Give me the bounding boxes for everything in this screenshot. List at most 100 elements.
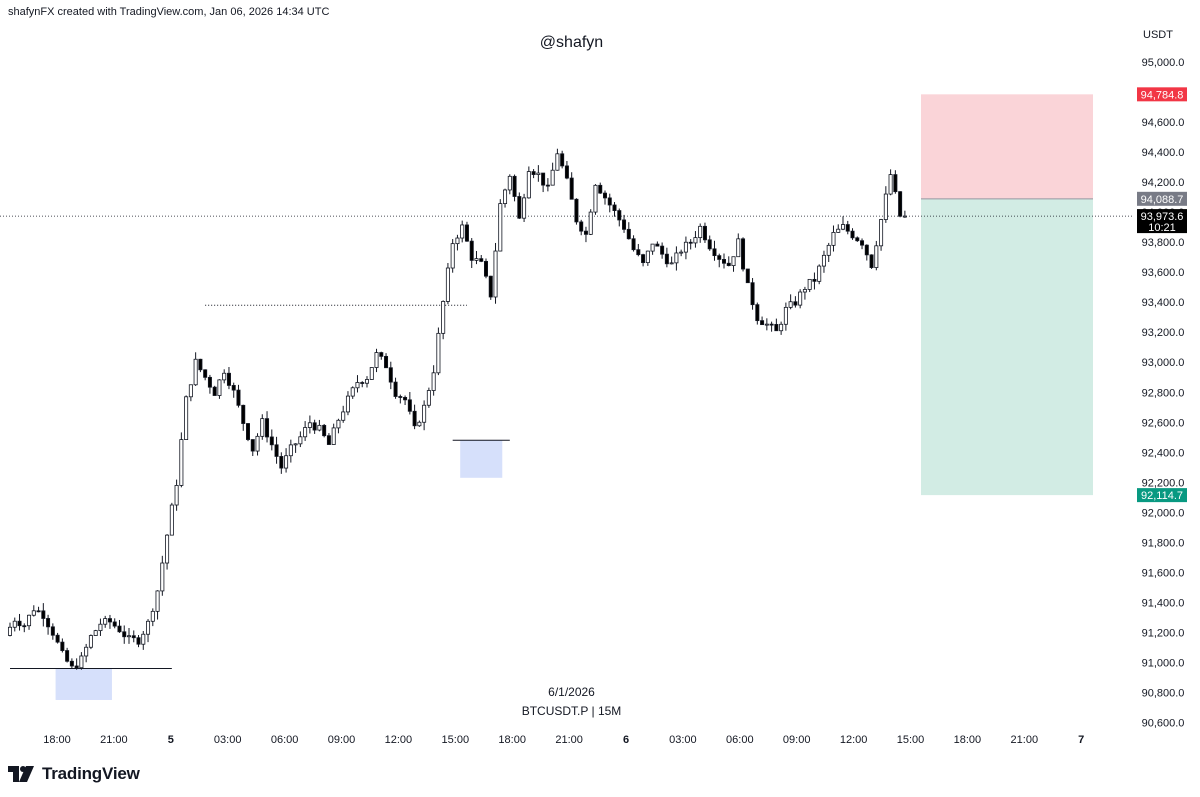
candle[interactable] bbox=[826, 242, 831, 263]
candle[interactable] bbox=[403, 395, 408, 406]
candle[interactable] bbox=[250, 439, 255, 457]
candle[interactable] bbox=[445, 262, 450, 305]
candle[interactable] bbox=[322, 423, 327, 438]
candle[interactable] bbox=[369, 367, 374, 380]
candle[interactable] bbox=[726, 256, 731, 267]
candle[interactable] bbox=[845, 220, 850, 235]
candle[interactable] bbox=[384, 353, 389, 369]
take-profit-zone[interactable] bbox=[921, 198, 1093, 496]
candle[interactable] bbox=[274, 436, 279, 464]
candle[interactable] bbox=[436, 327, 441, 376]
candle[interactable] bbox=[574, 198, 579, 225]
candle[interactable] bbox=[198, 358, 203, 373]
candle[interactable] bbox=[31, 605, 36, 617]
candle[interactable] bbox=[498, 199, 503, 252]
candle[interactable] bbox=[169, 502, 174, 536]
candle[interactable] bbox=[298, 431, 303, 448]
candle[interactable] bbox=[179, 432, 184, 488]
candle[interactable] bbox=[788, 294, 793, 310]
candle[interactable] bbox=[507, 174, 512, 195]
candle[interactable] bbox=[855, 236, 860, 242]
candle[interactable] bbox=[127, 628, 132, 644]
candle[interactable] bbox=[564, 161, 569, 180]
candle[interactable] bbox=[874, 240, 879, 271]
entry-price-badge[interactable]: 94,088.7 bbox=[1137, 191, 1187, 206]
candle[interactable] bbox=[812, 272, 817, 290]
candle[interactable] bbox=[374, 348, 379, 373]
candle[interactable] bbox=[622, 214, 627, 233]
candle[interactable] bbox=[588, 209, 593, 236]
candle[interactable] bbox=[260, 414, 265, 440]
candle[interactable] bbox=[165, 534, 170, 570]
demand-zone-box[interactable] bbox=[460, 440, 503, 478]
candle[interactable] bbox=[636, 243, 641, 257]
candle[interactable] bbox=[474, 250, 479, 265]
candle[interactable] bbox=[326, 433, 331, 445]
stop-price-badge[interactable]: 94,784.8 bbox=[1137, 87, 1187, 102]
candle[interactable] bbox=[702, 222, 707, 243]
candle[interactable] bbox=[226, 367, 231, 390]
candle[interactable] bbox=[583, 226, 588, 243]
candle[interactable] bbox=[155, 590, 160, 620]
candle[interactable] bbox=[107, 614, 112, 629]
candle[interactable] bbox=[350, 386, 355, 399]
candle[interactable] bbox=[512, 174, 517, 202]
candle[interactable] bbox=[607, 193, 612, 213]
candle[interactable] bbox=[98, 618, 103, 636]
candle[interactable] bbox=[288, 439, 293, 463]
candle[interactable] bbox=[517, 192, 522, 219]
candle[interactable] bbox=[612, 202, 617, 217]
candle[interactable] bbox=[460, 220, 465, 243]
candle[interactable] bbox=[303, 421, 308, 441]
candle[interactable] bbox=[902, 210, 907, 218]
candle[interactable] bbox=[560, 150, 565, 169]
candle[interactable] bbox=[207, 374, 212, 394]
candle[interactable] bbox=[7, 622, 12, 637]
candle[interactable] bbox=[117, 619, 122, 633]
price-axis[interactable]: USDT 95,000.0 94,600.0 94,400.0 94,200.0 94,0… bbox=[1142, 29, 1185, 729]
candle[interactable] bbox=[184, 395, 189, 440]
candle[interactable] bbox=[464, 221, 469, 242]
candle[interactable] bbox=[503, 188, 508, 208]
candle[interactable] bbox=[760, 316, 765, 326]
candle[interactable] bbox=[426, 387, 431, 408]
candle[interactable] bbox=[269, 429, 274, 451]
candle[interactable] bbox=[860, 238, 865, 250]
candle[interactable] bbox=[160, 555, 165, 596]
candle[interactable] bbox=[79, 652, 84, 670]
candle[interactable] bbox=[783, 302, 788, 331]
candle[interactable] bbox=[522, 193, 527, 222]
candle[interactable] bbox=[479, 254, 484, 263]
candle[interactable] bbox=[455, 234, 460, 251]
candle[interactable] bbox=[417, 420, 422, 427]
candle[interactable] bbox=[769, 321, 774, 332]
candle[interactable] bbox=[750, 278, 755, 310]
candle[interactable] bbox=[360, 381, 365, 388]
candle[interactable] bbox=[555, 148, 560, 171]
candle[interactable] bbox=[41, 603, 46, 627]
candle[interactable] bbox=[193, 352, 198, 386]
candle[interactable] bbox=[679, 249, 684, 257]
candle[interactable] bbox=[431, 365, 436, 396]
candle[interactable] bbox=[60, 638, 65, 653]
candle[interactable] bbox=[883, 186, 888, 223]
candle[interactable] bbox=[245, 422, 250, 442]
candle[interactable] bbox=[17, 613, 22, 631]
target-price-badge[interactable]: 92,114.7 bbox=[1137, 488, 1187, 503]
candle[interactable] bbox=[817, 264, 822, 285]
candle[interactable] bbox=[69, 658, 74, 669]
last-price-badge[interactable]: 93,973.610:21 bbox=[1137, 209, 1187, 234]
time-axis[interactable]: 18:00 21:00 5 03:00 06:00 09:00 12:00 15:00 18:0… bbox=[43, 734, 1084, 746]
candle[interactable] bbox=[831, 225, 836, 252]
candle[interactable] bbox=[774, 318, 779, 332]
candle[interactable] bbox=[841, 216, 846, 231]
candle[interactable] bbox=[188, 384, 193, 402]
candle[interactable] bbox=[674, 246, 679, 271]
candle[interactable] bbox=[12, 617, 17, 632]
tradingview-logo[interactable]: TradingView bbox=[8, 764, 140, 784]
candle[interactable] bbox=[312, 419, 317, 434]
candle[interactable] bbox=[569, 172, 574, 200]
candle[interactable] bbox=[317, 419, 322, 432]
candle[interactable] bbox=[84, 643, 89, 663]
